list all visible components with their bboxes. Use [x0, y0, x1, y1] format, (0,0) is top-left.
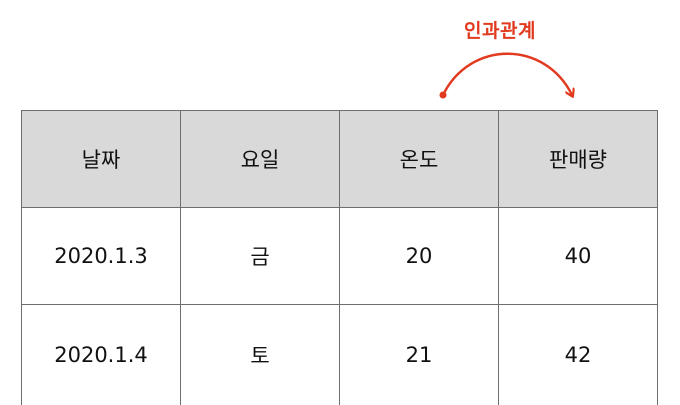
header-date: 날짜 — [22, 111, 181, 208]
data-table: 날짜 요일 온도 판매량 2020.1.3 금 20 40 2020.1.4 토… — [21, 110, 658, 405]
cell-temperature: 20 — [340, 208, 499, 305]
cell-sales: 42 — [499, 305, 658, 405]
cell-weekday: 금 — [181, 208, 340, 305]
cell-sales: 40 — [499, 208, 658, 305]
table-row: 2020.1.4 토 21 42 — [22, 305, 658, 405]
cell-temperature: 21 — [340, 305, 499, 405]
causality-label: 인과관계 — [440, 16, 560, 43]
cell-date: 2020.1.4 — [22, 305, 181, 405]
arrow-curve — [443, 54, 572, 95]
cell-date: 2020.1.3 — [22, 208, 181, 305]
header-weekday: 요일 — [181, 111, 340, 208]
cell-weekday: 토 — [181, 305, 340, 405]
table-header-row: 날짜 요일 온도 판매량 — [22, 111, 658, 208]
header-sales: 판매량 — [499, 111, 658, 208]
arrow-start-dot — [440, 92, 447, 99]
table-row: 2020.1.3 금 20 40 — [22, 208, 658, 305]
header-temperature: 온도 — [340, 111, 499, 208]
